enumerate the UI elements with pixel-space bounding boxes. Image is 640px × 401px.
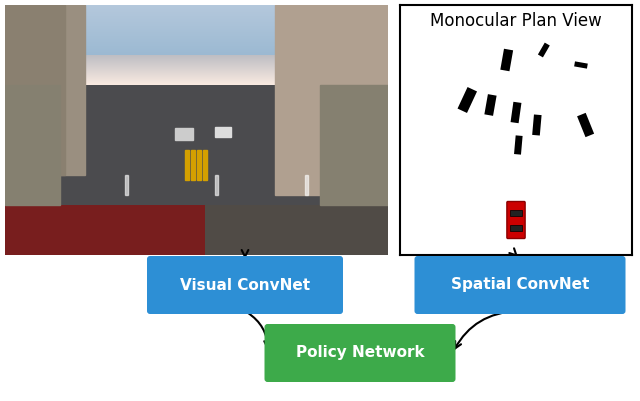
Text: Spatial ConvNet: Spatial ConvNet — [451, 277, 589, 292]
Bar — [175, 128, 193, 140]
Bar — [532, 114, 541, 136]
Bar — [5, 5, 65, 175]
Bar — [275, 5, 388, 195]
Bar — [185, 150, 189, 180]
FancyBboxPatch shape — [264, 324, 456, 382]
Text: Policy Network: Policy Network — [296, 346, 424, 360]
FancyBboxPatch shape — [415, 256, 625, 314]
Bar — [5, 5, 85, 175]
Bar — [215, 127, 231, 137]
Bar — [510, 209, 522, 216]
Bar — [500, 49, 513, 71]
Bar — [125, 175, 128, 195]
Bar — [203, 150, 207, 180]
Bar — [538, 43, 550, 57]
Bar — [5, 85, 60, 205]
Text: Visual ConvNet: Visual ConvNet — [180, 277, 310, 292]
Bar — [514, 136, 523, 155]
Bar — [577, 113, 594, 137]
Bar — [191, 150, 195, 180]
Bar — [458, 87, 477, 113]
Bar — [305, 175, 308, 195]
Bar — [574, 61, 588, 69]
FancyBboxPatch shape — [507, 201, 525, 239]
Bar — [197, 150, 201, 180]
Text: Monocular Plan View: Monocular Plan View — [430, 12, 602, 30]
Bar — [320, 85, 388, 205]
FancyBboxPatch shape — [147, 256, 343, 314]
Bar — [511, 102, 522, 123]
Bar — [215, 175, 218, 195]
Bar — [484, 94, 497, 116]
Bar — [510, 225, 522, 231]
